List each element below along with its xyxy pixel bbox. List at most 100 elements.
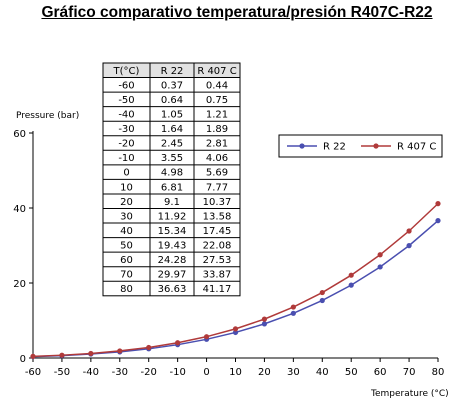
legend-label: R 22: [323, 142, 346, 153]
table-cell: 0.75: [206, 95, 228, 106]
table-cell: 36.63: [158, 284, 187, 295]
x-tick-label: 30: [287, 367, 300, 378]
table-cell: 0.44: [206, 80, 228, 91]
x-tick-label: 40: [316, 367, 329, 378]
y-axis-label: Pressure (bar): [16, 111, 79, 121]
table-cell: 1.89: [206, 124, 228, 135]
data-point: [319, 297, 325, 304]
data-point: [290, 304, 296, 310]
table-cell: 22.08: [203, 240, 232, 251]
legend-box: [278, 134, 443, 158]
data-point: [232, 326, 239, 332]
table-cell: 27.53: [203, 255, 232, 266]
table-cell: 40: [120, 226, 133, 237]
table-cell: 1.64: [161, 124, 183, 135]
x-tick-label: 10: [229, 367, 242, 378]
table-cell: -60: [118, 80, 134, 91]
table-cell: 50: [120, 240, 133, 251]
table-cell: 4.06: [206, 153, 228, 164]
data-point: [406, 243, 412, 249]
table-cell: -10: [118, 153, 134, 164]
table-cell: 15.34: [158, 226, 187, 237]
x-tick-label: 60: [374, 367, 387, 378]
table-cell: 80: [120, 284, 133, 295]
table-cell: 10.37: [203, 197, 232, 208]
table-cell: 60: [120, 255, 133, 266]
y-tick-label: 20: [13, 279, 26, 290]
x-axis-label: Temperature (°C): [370, 389, 449, 399]
table-cell: 24.28: [158, 255, 187, 266]
data-point: [406, 228, 412, 234]
y-tick-label: 40: [13, 204, 26, 215]
table-cell: 9.1: [164, 197, 180, 208]
table-cell: 10: [120, 182, 133, 193]
x-tick-label: 80: [432, 367, 445, 378]
data-point: [175, 340, 181, 346]
legend-marker: [299, 143, 305, 149]
series-layer: [30, 201, 441, 360]
table-cell: 13.58: [203, 211, 232, 222]
data-point: [290, 310, 296, 316]
table-cell: 2.81: [206, 139, 228, 150]
table-cell: 19.43: [158, 240, 187, 251]
y-tick-label: 0: [20, 354, 26, 365]
data-point: [203, 334, 210, 340]
table-cell: 0.37: [161, 80, 183, 91]
table-cell: -40: [118, 110, 134, 121]
table-header-cell: T(°C): [113, 66, 140, 77]
table-header-cell: R 407 C: [197, 66, 236, 77]
data-point: [377, 264, 383, 270]
table-cell: 1.05: [161, 110, 183, 121]
table-header-background: [103, 63, 240, 78]
table-cell: 3.55: [161, 153, 183, 164]
table-cell: -50: [118, 95, 134, 106]
page-title: Gráfico comparativo temperatura/presión …: [41, 4, 433, 21]
x-tick-label: -20: [141, 367, 157, 378]
table-cell: 1.21: [206, 110, 228, 121]
table-cell: 11.92: [158, 211, 187, 222]
table-cell: 29.97: [158, 270, 187, 281]
table-cell: 70: [120, 270, 133, 281]
x-tick-label: -50: [54, 367, 70, 378]
table-cell: 0.64: [161, 95, 183, 106]
data-point: [232, 329, 239, 336]
legend: R 22 R 407 C: [278, 134, 443, 158]
data-point: [59, 352, 65, 358]
x-tick-label: 20: [258, 367, 271, 378]
series-line: [32, 220, 439, 358]
x-tick-label: -30: [112, 367, 128, 378]
table-cell: 20: [120, 197, 133, 208]
table-cell: 41.17: [203, 284, 232, 295]
axes: 0 20 40 60 -60 -50 -40 -30 -20 -10 0 10 20 30 40 50 60 70…: [13, 129, 444, 378]
x-tick-label: -10: [169, 367, 185, 378]
data-point: [117, 348, 123, 354]
data-point: [146, 344, 152, 351]
data-point: [435, 201, 441, 207]
x-tick-label: -60: [25, 367, 41, 378]
table-cell: 30: [120, 211, 133, 222]
table-header-cell: R 22: [161, 66, 184, 77]
table-cell: 6.81: [161, 182, 183, 193]
table-cell: 7.77: [206, 182, 228, 193]
data-table: T(°C) R 22 R 407 C -60 0.37 0.44 -50 0.64 0.75 -4…: [102, 62, 241, 297]
data-point: [435, 218, 441, 224]
x-tick-label: -40: [83, 367, 99, 378]
table-cell: 5.69: [206, 168, 228, 179]
data-point: [88, 350, 94, 357]
x-tick-label: 50: [345, 367, 358, 378]
x-tick-label: 70: [403, 367, 416, 378]
data-point: [377, 252, 383, 258]
legend-marker: [373, 143, 379, 149]
table-cell: 33.87: [203, 270, 232, 281]
table-cell: 2.45: [161, 139, 183, 150]
data-point: [30, 353, 36, 359]
data-point: [348, 282, 354, 288]
table-cell: -30: [118, 124, 134, 135]
table-cell: 17.45: [203, 226, 232, 237]
table-cell: 0: [123, 168, 129, 179]
legend-label: R 407 C: [397, 142, 436, 153]
data-point: [348, 272, 354, 278]
y-tick-label: 60: [13, 129, 26, 140]
table-cell: -20: [118, 139, 134, 150]
